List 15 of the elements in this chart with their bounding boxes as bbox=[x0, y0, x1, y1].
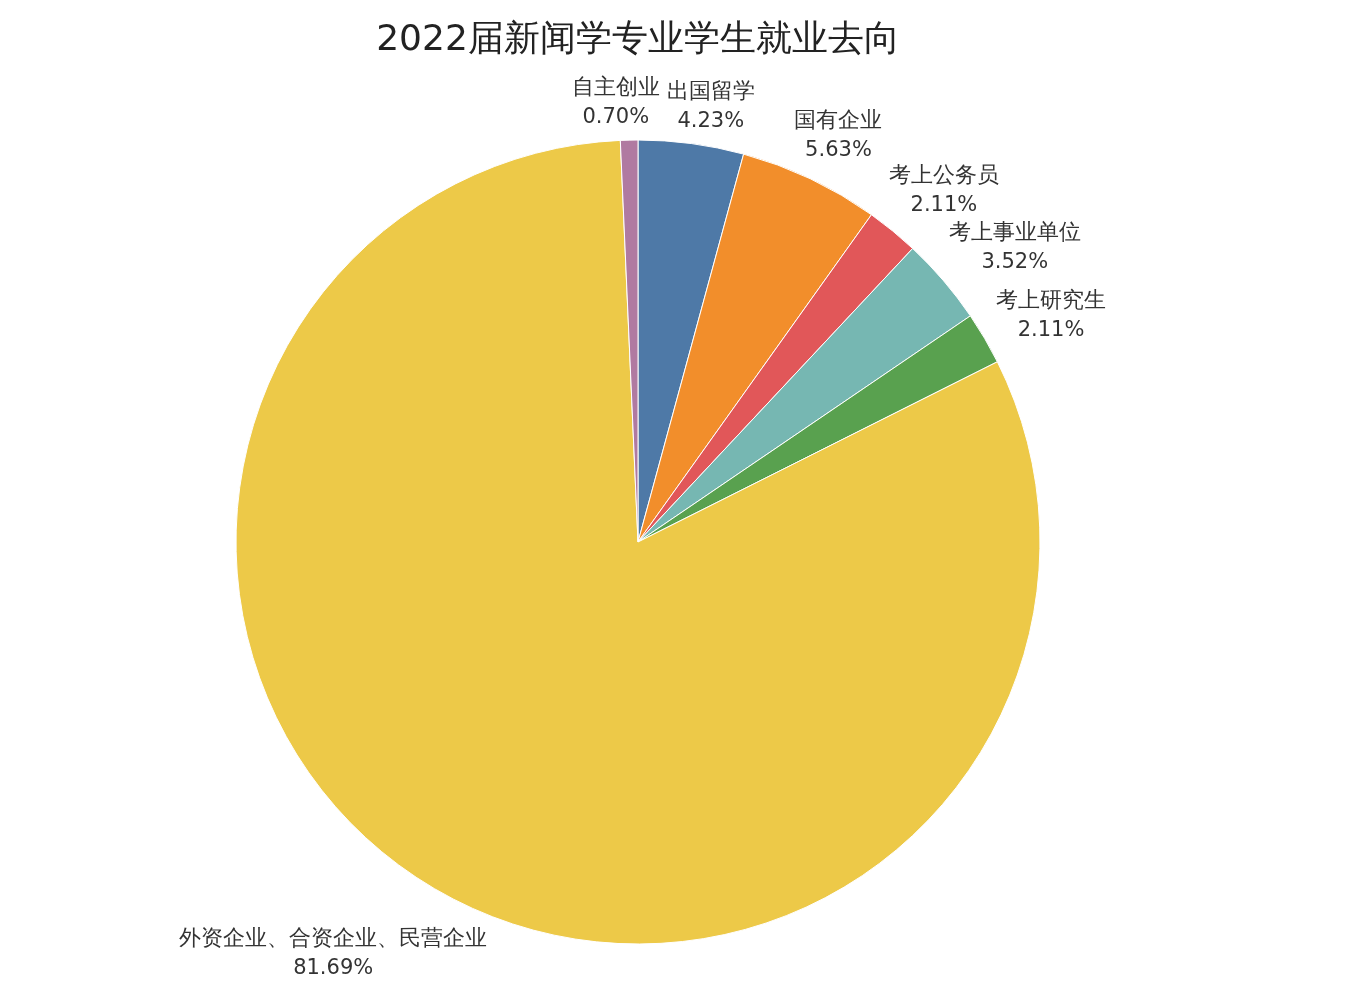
slice-label: 考上研究生 bbox=[996, 286, 1107, 312]
data-label: 2.11% bbox=[1017, 316, 1085, 341]
slice-label: 自主创业 bbox=[571, 74, 660, 100]
chart-title: 2022届新闻学专业学生就业去向 bbox=[376, 17, 900, 58]
data-label: 2.11% bbox=[910, 191, 978, 216]
slice-label: 考上公务员 bbox=[888, 161, 999, 187]
slice-label: 外资企业、合资企业、民营企业 bbox=[179, 924, 488, 950]
data-label: 0.70% bbox=[582, 104, 650, 129]
data-label: 4.23% bbox=[677, 107, 745, 132]
data-label: 5.63% bbox=[805, 137, 872, 162]
slice-label: 考上事业单位 bbox=[948, 218, 1081, 244]
slice-label: 国有企业 bbox=[794, 107, 883, 133]
data-label: 81.69% bbox=[293, 954, 374, 979]
data-label: 3.52% bbox=[981, 248, 1049, 273]
slice-label: 出国留学 bbox=[666, 77, 755, 103]
